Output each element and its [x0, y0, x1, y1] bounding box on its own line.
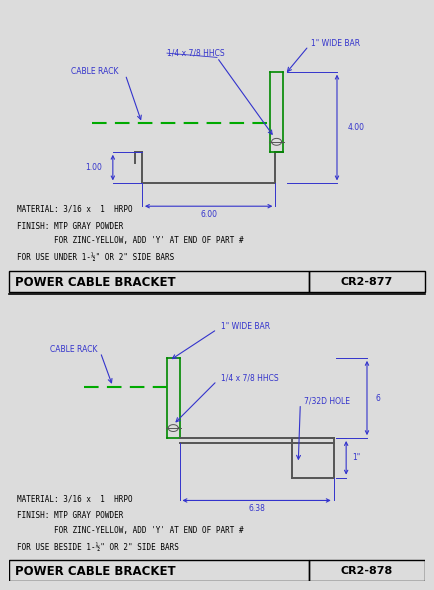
Bar: [309, 271, 425, 292]
Text: 4.00: 4.00: [347, 123, 365, 132]
Bar: [9, 271, 309, 292]
Text: POWER CABLE BRACKET: POWER CABLE BRACKET: [15, 276, 176, 289]
Text: 1": 1": [352, 453, 361, 463]
Text: POWER CABLE BRACKET: POWER CABLE BRACKET: [15, 565, 176, 578]
Text: MATERIAL: 3/16 x  1  HRPO: MATERIAL: 3/16 x 1 HRPO: [17, 205, 133, 214]
Text: FOR ZINC-YELLOW, ADD 'Y' AT END OF PART #: FOR ZINC-YELLOW, ADD 'Y' AT END OF PART …: [17, 237, 243, 245]
Text: FOR USE UNDER 1-½" OR 2" SIDE BARS: FOR USE UNDER 1-½" OR 2" SIDE BARS: [17, 254, 174, 263]
Text: CABLE RACK: CABLE RACK: [71, 67, 118, 76]
Text: 1" WIDE BAR: 1" WIDE BAR: [311, 38, 360, 48]
Text: FOR USE BESIDE 1-½" OR 2" SIDE BARS: FOR USE BESIDE 1-½" OR 2" SIDE BARS: [17, 543, 179, 552]
Text: 7/32D HOLE: 7/32D HOLE: [305, 396, 351, 405]
Text: CR2-877: CR2-877: [341, 277, 393, 287]
Text: 1" WIDE BAR: 1" WIDE BAR: [221, 322, 270, 331]
Bar: [9, 560, 309, 581]
Text: CABLE RACK: CABLE RACK: [50, 345, 98, 354]
Text: 6.38: 6.38: [248, 504, 265, 513]
Bar: [309, 560, 425, 581]
Text: 6.00: 6.00: [200, 210, 217, 219]
Text: 1.00: 1.00: [85, 163, 102, 172]
Text: FOR ZINC-YELLOW, ADD 'Y' AT END OF PART #: FOR ZINC-YELLOW, ADD 'Y' AT END OF PART …: [17, 526, 243, 535]
Text: FINISH: MTP GRAY POWDER: FINISH: MTP GRAY POWDER: [17, 222, 123, 231]
Text: MATERIAL: 3/16 x  1  HRPO: MATERIAL: 3/16 x 1 HRPO: [17, 494, 133, 503]
Text: 6: 6: [375, 394, 380, 402]
Text: 1/4 x 7/8 HHCS: 1/4 x 7/8 HHCS: [221, 373, 279, 382]
Text: CR2-878: CR2-878: [341, 566, 393, 576]
Text: FINISH: MTP GRAY POWDER: FINISH: MTP GRAY POWDER: [17, 511, 123, 520]
Text: 1/4 x 7/8 HHCS: 1/4 x 7/8 HHCS: [167, 48, 225, 58]
